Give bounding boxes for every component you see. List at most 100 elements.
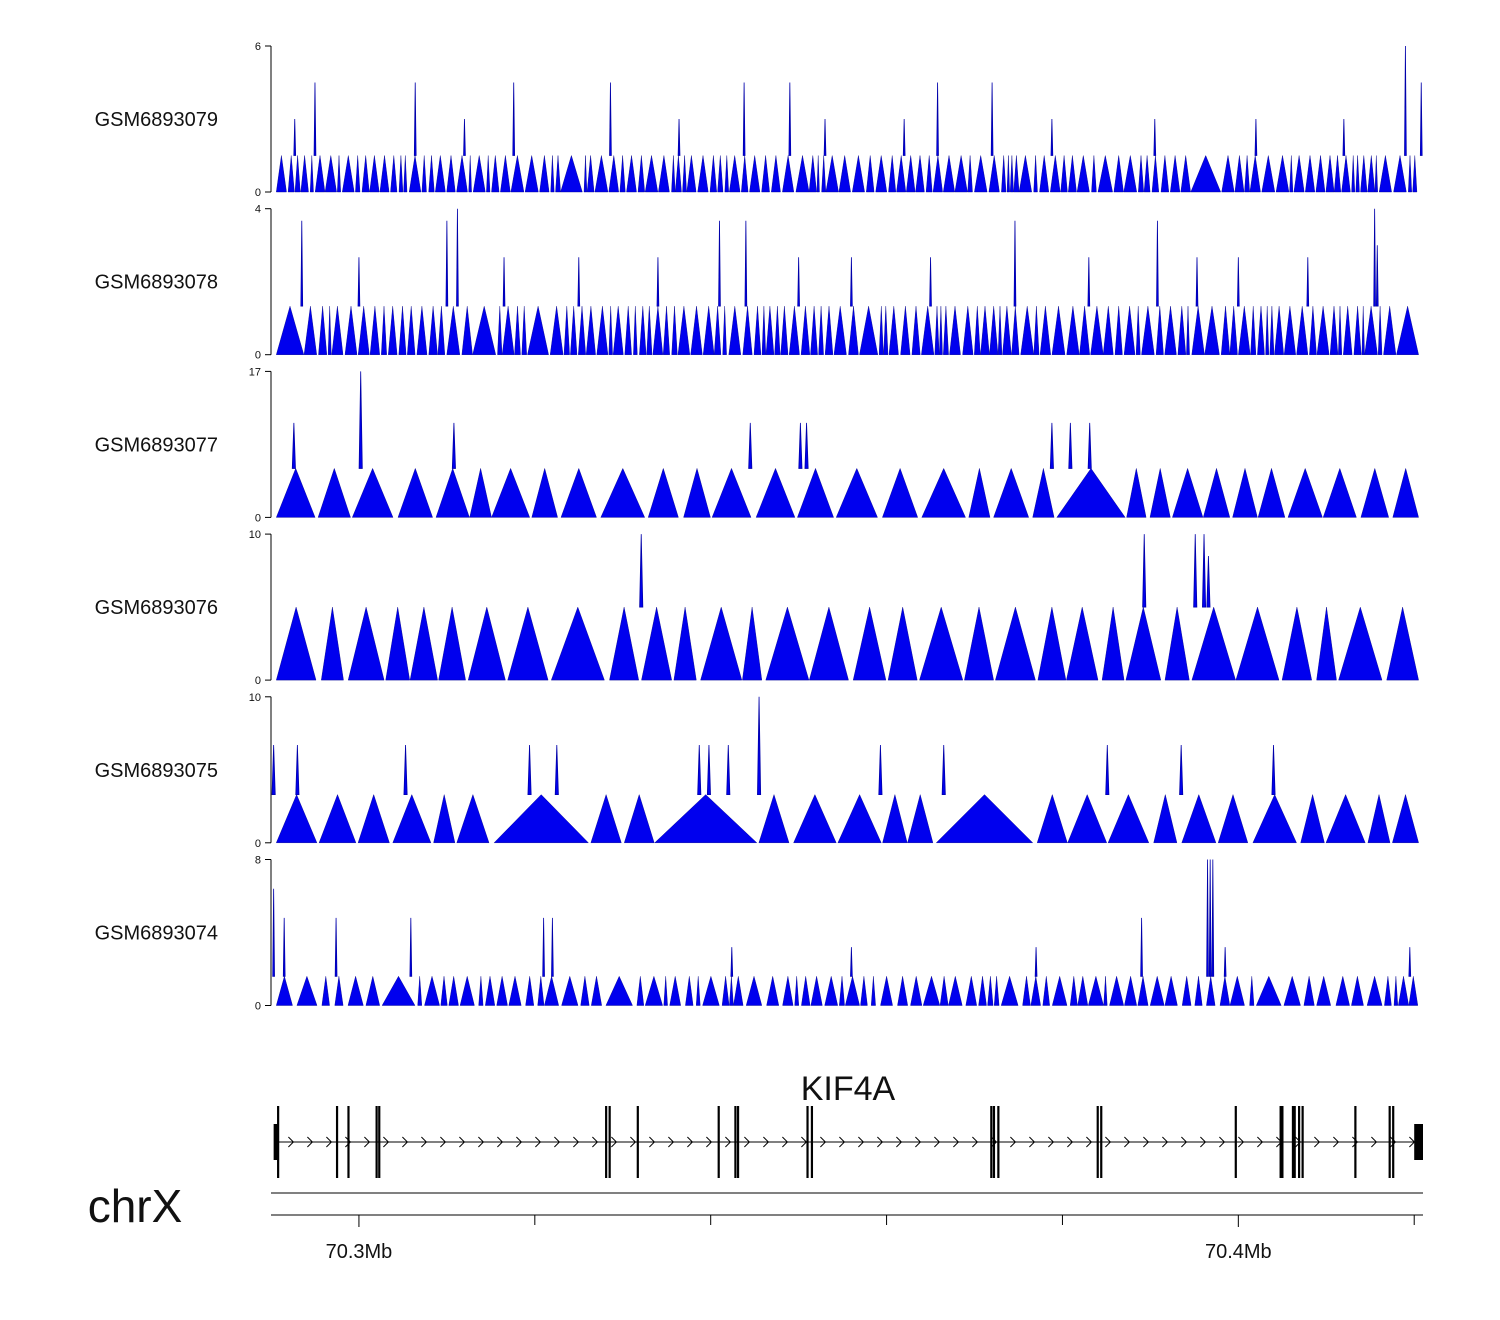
strand-arrow: [1029, 1136, 1036, 1148]
strand-arrow: [1067, 1136, 1074, 1148]
strand-arrow: [1048, 1136, 1055, 1148]
strand-arrow: [1314, 1136, 1321, 1148]
coverage-peak-5: [577, 257, 581, 307]
coverage-peak-8: [788, 82, 792, 156]
strand-arrow: [782, 1136, 789, 1148]
coverage-peak-0: [272, 888, 275, 977]
coverage-peak-4: [542, 917, 545, 977]
strand-arrow: [326, 1136, 333, 1148]
coverage-peak-11: [929, 257, 932, 307]
exon-27: [1392, 1106, 1395, 1178]
strand-arrow: [1086, 1136, 1093, 1148]
strand-arrow: [744, 1136, 751, 1148]
strand-arrow: [1219, 1136, 1226, 1148]
strand-arrow: [535, 1136, 542, 1148]
exon-17: [1100, 1106, 1103, 1178]
coverage-peak-6: [677, 118, 681, 156]
exon-10: [736, 1106, 740, 1178]
exon-20: [1281, 1106, 1284, 1178]
coverage-peak-11: [1208, 859, 1212, 977]
coverage-peak-18: [1419, 82, 1423, 156]
strand-arrow: [478, 1136, 485, 1148]
y-tick-max-label: 17: [249, 366, 261, 378]
strand-arrow: [345, 1136, 352, 1148]
exon-9: [734, 1106, 737, 1178]
strand-arrow: [1181, 1136, 1188, 1148]
coverage-peak-4: [554, 744, 559, 796]
coverage-peak-8: [757, 696, 762, 796]
coverage-peak-7: [1068, 422, 1073, 469]
exon-2: [347, 1106, 350, 1178]
strand-arrow: [630, 1136, 637, 1148]
exon-19: [1279, 1106, 1282, 1178]
coverage-peak-14: [1156, 220, 1159, 307]
coverage-peak-3: [748, 422, 753, 469]
exon-24: [1301, 1106, 1304, 1178]
strand-arrow: [307, 1136, 314, 1148]
strand-arrow: [1333, 1136, 1340, 1148]
coverage-peak-15: [1195, 257, 1199, 307]
coverage-peak-10: [902, 118, 906, 156]
strand-arrow: [877, 1136, 884, 1148]
coverage-peak-2: [334, 917, 338, 977]
coverage-peak-9: [823, 118, 827, 156]
strand-arrow: [573, 1136, 580, 1148]
coverage-peak-18: [1373, 208, 1376, 307]
coverage-peak-11: [1105, 744, 1110, 796]
coverage-peak-19: [1375, 245, 1379, 307]
exon-1: [335, 1106, 339, 1178]
exon-22: [1293, 1106, 1296, 1178]
track-label: GSM6893079: [95, 109, 218, 131]
strand-arrow: [592, 1136, 599, 1148]
strand-arrow: [668, 1136, 675, 1148]
gene-name-label: KIF4A: [801, 1070, 896, 1108]
coverage-tracks: GSM689307960GSM689307840GSM6893077170GSM…: [95, 41, 1423, 1013]
coverage-peak-0: [271, 744, 276, 796]
coverage-peak-0: [300, 220, 304, 307]
coverage-peak-10: [1206, 859, 1209, 977]
strand-arrow: [288, 1136, 295, 1148]
coverage-peak-8: [1034, 947, 1038, 977]
coverage-peak-13: [1271, 744, 1276, 796]
coverage-peak-17: [1306, 257, 1310, 307]
strand-arrow: [839, 1136, 846, 1148]
strand-arrow: [383, 1136, 390, 1148]
exon-0: [277, 1106, 280, 1178]
coverage-peak-9: [1140, 917, 1143, 977]
strand-arrow: [516, 1136, 523, 1148]
track-label: GSM6893076: [95, 597, 218, 619]
coverage-peak-2: [1193, 534, 1198, 608]
strand-arrow: [915, 1136, 922, 1148]
coverage-peak-7: [742, 82, 746, 156]
coverage-peak-6: [656, 257, 660, 307]
track-label: GSM6893074: [95, 923, 218, 945]
coverage-peak-1: [295, 744, 300, 796]
y-tick-max-label: 10: [249, 529, 261, 541]
strand-arrow: [858, 1136, 865, 1148]
coverage-peak-3: [456, 208, 459, 307]
coverage-peak-5: [609, 82, 612, 156]
coverage-peak-14: [1408, 947, 1412, 977]
strand-arrow: [554, 1136, 561, 1148]
strand-arrow: [687, 1136, 694, 1148]
y-tick-max-label: 6: [255, 41, 261, 53]
coverage-area: [276, 975, 1419, 1006]
exon-25: [1354, 1106, 1357, 1178]
coverage-peak-2: [403, 744, 408, 796]
coverage-peak-1: [282, 917, 286, 977]
y-tick-min-label: 0: [255, 187, 261, 199]
coverage-peak-16: [1342, 118, 1346, 156]
strand-arrow: [1124, 1136, 1131, 1148]
chromosome-label: chrX: [88, 1180, 183, 1232]
strand-arrow: [1257, 1136, 1264, 1148]
coverage-peak-16: [1237, 257, 1240, 307]
coverage-peak-1: [1142, 534, 1147, 608]
strand-arrow: [611, 1136, 618, 1148]
exon-4: [378, 1106, 381, 1178]
track-GSM6893078: GSM6893078 4 0: [95, 204, 1419, 362]
coverage-peak-1: [357, 257, 361, 307]
strand-arrow: [896, 1136, 903, 1148]
coverage-peak-9: [797, 257, 800, 307]
strand-arrow: [763, 1136, 770, 1148]
